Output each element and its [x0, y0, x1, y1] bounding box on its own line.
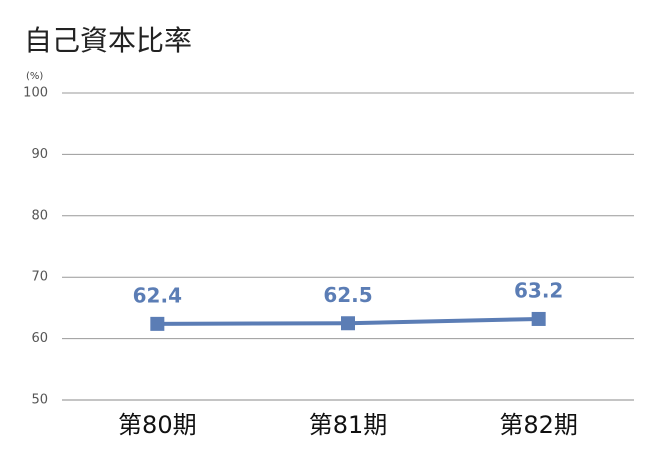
marker: [150, 316, 165, 331]
marker: [341, 316, 355, 331]
y-tick-label: 90: [31, 147, 48, 162]
x-tick-label: 第82期: [499, 411, 578, 439]
x-tick-label: 第80期: [118, 411, 197, 439]
y-tick-label: 60: [31, 331, 48, 346]
marker: [531, 311, 546, 326]
chart-title: 自己資本比率: [24, 24, 192, 57]
data-label: 62.5: [323, 283, 372, 307]
data-label: 63.2: [514, 278, 563, 302]
y-tick-label: 80: [31, 208, 48, 223]
y-unit: (%): [26, 71, 43, 82]
y-tick-label: 70: [31, 270, 48, 285]
x-tick-label: 第81期: [309, 411, 388, 439]
y-tick-label: 100: [23, 86, 48, 101]
y-tick-label: 50: [31, 393, 48, 408]
data-label: 62.4: [133, 283, 182, 307]
